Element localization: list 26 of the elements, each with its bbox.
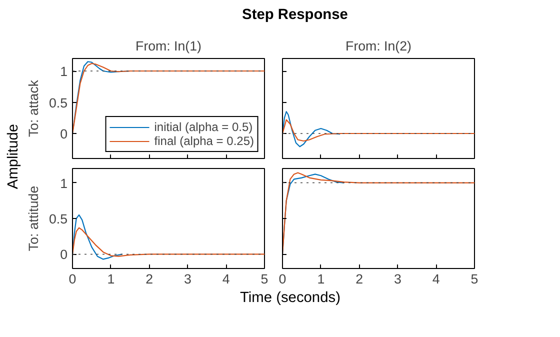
x-tick-label: 5 <box>260 271 268 286</box>
y-tick-label: 1 <box>60 64 68 79</box>
y-tick-label: 0 <box>60 247 68 262</box>
chart-subtitle: From: In(2) <box>346 38 412 54</box>
chart-subtitle: From: In(1) <box>136 38 202 54</box>
x-tick-label: 3 <box>184 271 192 286</box>
y-tick-label: 0 <box>60 126 68 142</box>
legend-label: final (alpha = 0.25) <box>154 134 254 148</box>
x-tick-label: 4 <box>222 271 230 286</box>
x-tick-label: 1 <box>317 271 325 286</box>
x-tick-label: 3 <box>394 271 402 286</box>
y-tick-label: 0.5 <box>48 211 68 226</box>
y-tick-label: 0.5 <box>48 95 68 110</box>
x-tick-label: 0 <box>278 271 286 286</box>
legend-label: initial (alpha = 0.5) <box>154 120 253 134</box>
y-axis-title: To: attack <box>26 80 41 137</box>
text: Amplitude <box>6 124 22 190</box>
text: Step Response <box>242 6 348 25</box>
x-tick-label: 2 <box>146 271 154 286</box>
text: Time (seconds) <box>240 288 340 308</box>
x-tick-label: 1 <box>107 271 115 286</box>
y-axis-title: To: attitude <box>26 186 41 252</box>
x-tick-label: 5 <box>470 271 478 286</box>
x-tick-label: 4 <box>432 271 440 286</box>
y-tick-label: 1 <box>60 176 68 191</box>
x-tick-label: 2 <box>356 271 364 286</box>
